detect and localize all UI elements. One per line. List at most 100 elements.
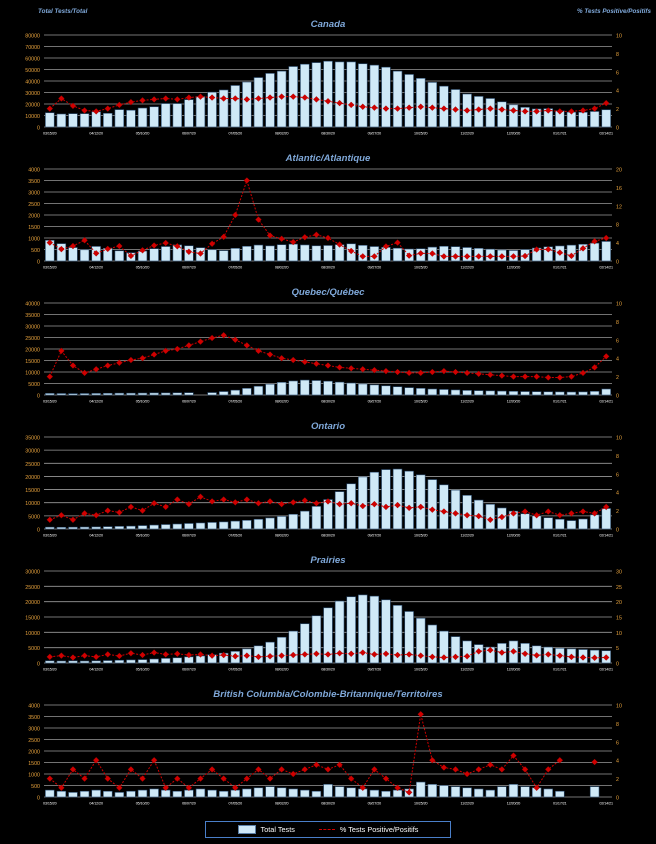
svg-text:03/15/20: 03/15/20	[43, 668, 57, 672]
svg-text:30: 30	[616, 570, 622, 576]
svg-text:03/15/20: 03/15/20	[43, 400, 57, 404]
svg-text:07/05/20: 07/05/20	[228, 400, 242, 404]
svg-text:5000: 5000	[28, 382, 40, 388]
svg-text:06/07/20: 06/07/20	[182, 132, 196, 136]
svg-text:1500: 1500	[28, 225, 40, 231]
svg-text:06/07/20: 06/07/20	[182, 534, 196, 538]
svg-text:10: 10	[616, 302, 622, 308]
svg-text:0: 0	[37, 662, 40, 668]
svg-text:05/10/20: 05/10/20	[136, 266, 150, 270]
svg-text:07/05/20: 07/05/20	[228, 802, 242, 806]
svg-text:4: 4	[616, 89, 619, 95]
svg-text:04/12/20: 04/12/20	[89, 668, 103, 672]
svg-text:01/17/21: 01/17/21	[553, 534, 567, 538]
svg-text:0: 0	[37, 126, 40, 132]
svg-text:30000: 30000	[25, 449, 40, 455]
svg-text:10: 10	[616, 34, 622, 40]
svg-text:01/17/21: 01/17/21	[553, 802, 567, 806]
svg-text:10/25/20: 10/25/20	[414, 668, 428, 672]
svg-text:0: 0	[616, 126, 619, 132]
svg-text:5000: 5000	[28, 646, 40, 652]
svg-text:8: 8	[616, 52, 619, 58]
svg-text:Atlantic/Atlantique: Atlantic/Atlantique	[285, 153, 371, 164]
svg-text:4: 4	[616, 357, 619, 363]
svg-text:02/14/21: 02/14/21	[599, 668, 613, 672]
svg-text:6: 6	[616, 472, 619, 478]
svg-text:25000: 25000	[25, 585, 40, 591]
svg-text:500: 500	[31, 248, 40, 254]
svg-text:08/30/20: 08/30/20	[321, 668, 335, 672]
svg-text:2: 2	[616, 107, 619, 113]
svg-text:10/25/20: 10/25/20	[414, 802, 428, 806]
svg-text:12/20/20: 12/20/20	[507, 802, 521, 806]
svg-text:07/05/20: 07/05/20	[228, 668, 242, 672]
svg-text:08/30/20: 08/30/20	[321, 266, 335, 270]
svg-text:12/20/20: 12/20/20	[507, 400, 521, 404]
svg-text:02/14/21: 02/14/21	[599, 400, 613, 404]
svg-text:80000: 80000	[25, 34, 40, 40]
svg-text:40000: 40000	[25, 302, 40, 308]
svg-text:05/10/20: 05/10/20	[136, 132, 150, 136]
svg-text:11/22/20: 11/22/20	[460, 534, 473, 538]
svg-text:08/02/20: 08/02/20	[275, 802, 289, 806]
svg-text:35000: 35000	[25, 436, 40, 442]
svg-text:6: 6	[616, 338, 619, 344]
svg-text:0: 0	[616, 394, 619, 400]
svg-text:2: 2	[616, 375, 619, 381]
svg-text:5: 5	[616, 646, 619, 652]
svg-text:15000: 15000	[25, 488, 40, 494]
svg-text:35000: 35000	[25, 313, 40, 319]
svg-text:1000: 1000	[28, 773, 40, 779]
svg-text:10/25/20: 10/25/20	[414, 400, 428, 404]
svg-text:11/22/20: 11/22/20	[460, 668, 473, 672]
svg-text:0: 0	[616, 662, 619, 668]
svg-text:04/12/20: 04/12/20	[89, 266, 103, 270]
svg-text:09/27/20: 09/27/20	[368, 400, 382, 404]
svg-text:8: 8	[616, 320, 619, 326]
svg-text:04/12/20: 04/12/20	[89, 132, 103, 136]
svg-text:0: 0	[616, 796, 619, 802]
svg-text:08/02/20: 08/02/20	[275, 400, 289, 404]
svg-text:09/27/20: 09/27/20	[368, 132, 382, 136]
svg-text:12/20/20: 12/20/20	[507, 668, 521, 672]
svg-text:06/07/20: 06/07/20	[182, 802, 196, 806]
svg-text:20: 20	[616, 600, 622, 606]
svg-text:10000: 10000	[25, 631, 40, 637]
svg-text:09/27/20: 09/27/20	[368, 668, 382, 672]
svg-text:05/10/20: 05/10/20	[136, 668, 150, 672]
svg-text:British Columbia/Colombie-Brit: British Columbia/Colombie-Britannique/Te…	[213, 689, 442, 700]
svg-text:03/15/20: 03/15/20	[43, 534, 57, 538]
svg-text:03/15/20: 03/15/20	[43, 802, 57, 806]
svg-text:06/07/20: 06/07/20	[182, 266, 196, 270]
svg-text:08/02/20: 08/02/20	[275, 266, 289, 270]
svg-text:25: 25	[616, 585, 622, 591]
svg-text:70000: 70000	[25, 45, 40, 51]
svg-text:8: 8	[616, 722, 619, 728]
svg-text:09/27/20: 09/27/20	[368, 802, 382, 806]
svg-text:3500: 3500	[28, 715, 40, 721]
svg-text:8: 8	[616, 454, 619, 460]
svg-text:11/22/20: 11/22/20	[460, 802, 473, 806]
svg-text:01/17/21: 01/17/21	[553, 668, 567, 672]
svg-text:20000: 20000	[25, 475, 40, 481]
svg-text:50000: 50000	[25, 68, 40, 74]
svg-text:06/07/20: 06/07/20	[182, 668, 196, 672]
svg-text:05/10/20: 05/10/20	[136, 400, 150, 404]
svg-text:20: 20	[616, 168, 622, 174]
svg-text:08/30/20: 08/30/20	[321, 400, 335, 404]
svg-text:10: 10	[616, 436, 622, 442]
svg-text:1500: 1500	[28, 761, 40, 767]
svg-text:07/05/20: 07/05/20	[228, 266, 242, 270]
svg-text:09/27/20: 09/27/20	[368, 266, 382, 270]
svg-text:02/14/21: 02/14/21	[599, 132, 613, 136]
svg-text:0: 0	[616, 260, 619, 266]
svg-text:08/02/20: 08/02/20	[275, 534, 289, 538]
svg-text:03/15/20: 03/15/20	[43, 132, 57, 136]
svg-text:03/15/20: 03/15/20	[43, 266, 57, 270]
svg-text:12/20/20: 12/20/20	[507, 534, 521, 538]
svg-text:3000: 3000	[28, 191, 40, 197]
svg-text:02/14/21: 02/14/21	[599, 802, 613, 806]
svg-text:2: 2	[616, 509, 619, 515]
svg-text:09/27/20: 09/27/20	[368, 534, 382, 538]
svg-text:25000: 25000	[25, 336, 40, 342]
